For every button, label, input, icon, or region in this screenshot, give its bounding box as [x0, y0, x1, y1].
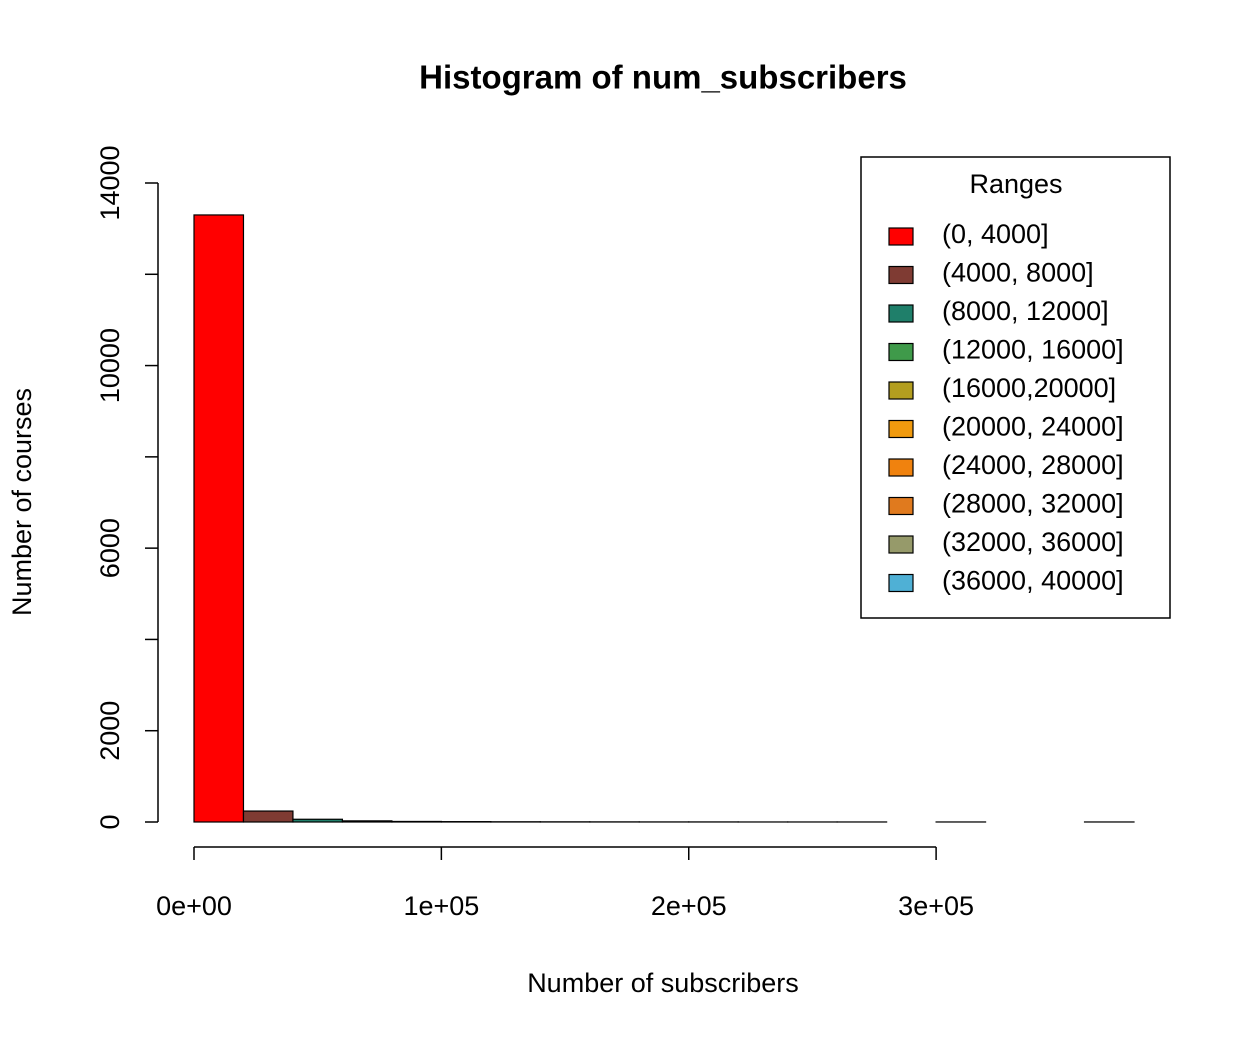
x-axis-label: Number of subscribers [527, 968, 799, 998]
legend-label: (4000, 8000] [942, 258, 1094, 288]
y-tick-label: 2000 [95, 701, 125, 761]
bar [242, 810, 294, 823]
legend-swatch [888, 342, 914, 362]
legend-label: (12000, 16000] [942, 335, 1124, 365]
legend-label: (20000, 24000] [942, 412, 1124, 442]
legend-label: (32000, 36000] [942, 527, 1124, 557]
legend-label: (8000, 12000] [942, 296, 1109, 326]
y-tick-label: 0 [95, 814, 125, 829]
legend-label: (36000, 40000] [942, 566, 1124, 596]
x-tick-label: 3e+05 [898, 891, 974, 921]
x-tick-label: 1e+05 [403, 891, 479, 921]
legend-swatch [888, 227, 914, 246]
legend-title: Ranges [969, 169, 1062, 199]
legend-swatch [888, 573, 914, 593]
legend-swatch [888, 304, 914, 323]
bar [193, 214, 245, 823]
bar [341, 820, 393, 823]
legend-swatch [888, 535, 914, 554]
bar [391, 820, 442, 823]
x-tick-label: 0e+00 [156, 891, 232, 921]
legend-label: (0, 4000] [942, 219, 1049, 249]
y-tick-label: 6000 [95, 518, 125, 578]
legend-swatch [888, 381, 914, 400]
legend-swatch [888, 265, 914, 285]
legend-label: (28000, 32000] [942, 489, 1124, 519]
bar [292, 818, 344, 823]
legend-swatch [888, 419, 914, 439]
y-tick-label: 10000 [95, 328, 125, 403]
legend-label: (16000,20000] [942, 373, 1116, 403]
legend-label: (24000, 28000] [942, 450, 1124, 480]
y-tick-label: 14000 [95, 145, 125, 220]
chart-title: Histogram of num_subscribers [419, 59, 907, 96]
x-tick-label: 2e+05 [651, 891, 727, 921]
legend-swatch [888, 496, 914, 516]
y-axis-label: Number of courses [7, 388, 37, 616]
legend-swatch [888, 458, 914, 477]
